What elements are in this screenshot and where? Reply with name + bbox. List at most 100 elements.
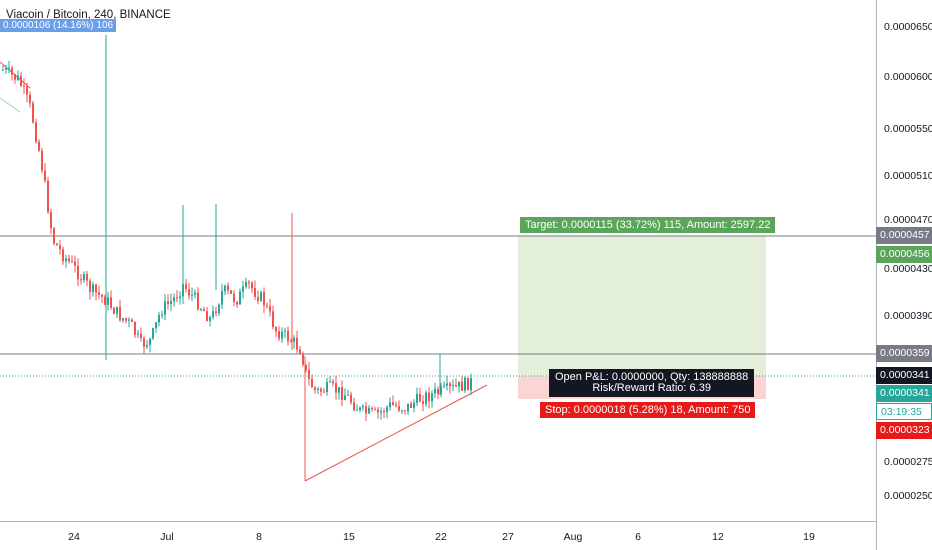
time-label: 19 [803, 531, 815, 543]
candle-body [203, 309, 205, 312]
price-label: 0.0000510 [884, 170, 932, 182]
candle-body [461, 381, 463, 391]
candle-body [29, 94, 31, 104]
candle-body [416, 393, 418, 403]
candle-body [14, 74, 16, 80]
price-label: 0.0000470 [884, 214, 932, 226]
time-label: 22 [435, 531, 447, 543]
target-price-tag: 0.0000456 [876, 246, 932, 263]
candle-body [308, 369, 310, 379]
candle-body [347, 394, 349, 396]
candle-body [392, 402, 394, 405]
candle-body [464, 377, 466, 391]
candle-body [143, 338, 145, 347]
candle-body [242, 286, 244, 292]
candle-body [110, 297, 112, 309]
candle-body [224, 285, 226, 292]
price-label: 0.0000650 [884, 21, 932, 33]
candle-body [194, 292, 196, 295]
candle-body [329, 381, 331, 383]
time-label: Jul [160, 531, 174, 543]
candle-body [407, 403, 409, 412]
candle-body [149, 338, 151, 346]
candle-body [26, 86, 28, 95]
candle-body [137, 333, 139, 335]
candle-body [251, 282, 253, 289]
candle-body [104, 296, 106, 305]
candle-body [311, 378, 313, 388]
entry-price-tag: 0.0000341 [876, 385, 932, 402]
candle-body [53, 228, 55, 244]
candle-body [146, 345, 148, 347]
candle-body [5, 68, 7, 70]
candle-body [260, 292, 262, 301]
candle-body [245, 281, 247, 287]
candle-body [365, 406, 367, 414]
candle-body [296, 337, 298, 350]
candle-body [401, 410, 403, 412]
candle-body [41, 150, 43, 171]
bar-countdown: 03:19:35 [876, 403, 932, 420]
candle-body [386, 407, 388, 413]
candle-body [230, 290, 232, 294]
candle-body [239, 291, 241, 305]
candle-body [161, 314, 163, 316]
candle-body [293, 337, 295, 342]
candle-body [443, 385, 445, 387]
price-label: 0.0000600 [884, 71, 932, 83]
candle-body [233, 293, 235, 302]
candle-body [335, 383, 337, 393]
candle-body [185, 284, 187, 290]
candle-body [332, 381, 334, 384]
candle-body [23, 85, 25, 87]
candle-body [116, 306, 118, 314]
time-label: 27 [502, 531, 514, 543]
candle-body [326, 382, 328, 393]
candle-body [158, 315, 160, 323]
candle-body [89, 280, 91, 292]
candle-body [179, 296, 181, 299]
line-mid-price-tag: 0.0000359 [876, 345, 932, 362]
target-label[interactable]: Target: 0.0000115 (33.72%) 115, Amount: … [520, 217, 776, 233]
candle-body [206, 311, 208, 322]
candle-body [278, 331, 280, 339]
candle-body [128, 319, 130, 321]
candle-body [338, 387, 340, 393]
candle-body [200, 309, 202, 311]
candle-body [155, 322, 157, 329]
candle-body [248, 281, 250, 283]
trendline-green[interactable] [0, 97, 21, 113]
stop-label[interactable]: Stop: 0.0000018 (5.28%) 18, Amount: 750 [540, 402, 756, 418]
candle-body [431, 393, 433, 402]
candle-body [59, 245, 61, 250]
candle-body [350, 394, 352, 403]
candle-body [305, 364, 307, 370]
candle-body [359, 407, 361, 411]
candle-body [314, 387, 316, 390]
symbol-title[interactable]: Viacoin / Bitcoin, 240, BINANCE [4, 9, 173, 21]
candle-body [275, 327, 277, 332]
trendline-ascending[interactable] [304, 384, 488, 482]
candle-body [455, 385, 457, 387]
pnl-line: Open P&L: 0.0000000, Qty: 138888888 [555, 371, 749, 383]
candle-body [404, 410, 406, 412]
candle-body [257, 296, 259, 301]
candle-body [50, 212, 52, 229]
candle-body [101, 294, 103, 297]
candle-body [353, 402, 355, 411]
candle-body [299, 349, 301, 355]
time-label: Aug [563, 531, 583, 543]
candle-body [227, 285, 229, 291]
current-price-tag: 0.0000341 [876, 367, 932, 384]
target-zone[interactable] [518, 236, 766, 376]
price-label: 0.0000390 [884, 310, 932, 322]
candle-body [68, 258, 70, 262]
candle-body [44, 170, 46, 181]
candle-body [398, 405, 400, 411]
candle-body [440, 386, 442, 395]
candle-body [287, 330, 289, 342]
candle-body [410, 403, 412, 408]
pnl-label[interactable]: Open P&L: 0.0000000, Qty: 138888888 Risk… [549, 369, 755, 397]
candle-body [92, 284, 94, 292]
